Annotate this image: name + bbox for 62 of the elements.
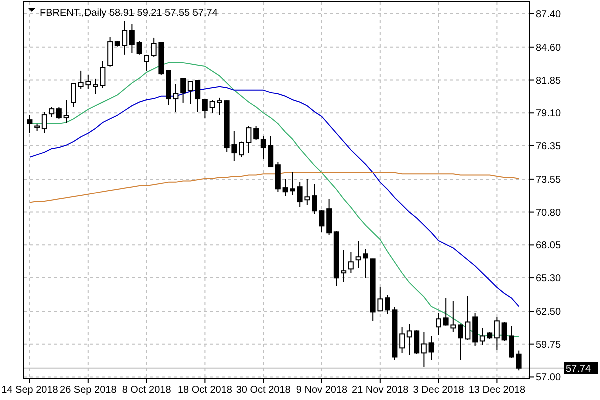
y-tick-label: 68.05 [536,240,562,252]
candlestick [108,36,113,68]
candlestick [144,54,150,72]
candlestick [509,326,514,359]
candlestick [56,106,62,120]
y-tick-label: 62.50 [536,306,562,318]
y-tick-label: 59.75 [536,340,562,351]
candlestick [173,83,179,113]
candlestick [458,324,464,361]
y-tick-label: 70.80 [536,208,562,219]
x-tick-label: 21 Nov 2018 [352,385,410,396]
candlestick [64,99,70,124]
candlestick [422,332,427,368]
candlestick [239,141,244,158]
y-tick-label: 81.85 [536,76,562,87]
x-tick-label: 18 Oct 2018 [178,385,233,396]
candlestick [202,98,208,119]
y-tick-label: 87.40 [536,9,562,20]
candlestick [400,326,405,354]
candlestick [217,97,222,116]
y-tick-label: 73.55 [536,174,562,186]
text: FBRENT.,Daily 58.91 59.21 57.55 57.74 [40,8,218,19]
candlestick [465,296,471,341]
candlestick [254,126,259,141]
candlestick [42,112,48,134]
candlestick [436,312,442,336]
y-tick-label: 76.35 [536,141,562,152]
line-series [30,172,520,204]
candlestick [363,248,368,279]
candlestick [136,40,142,56]
candlestick [385,294,390,315]
candlestick [319,210,325,233]
candlestick [71,82,76,108]
x-tick-label: 14 Sep 2018 [2,385,59,396]
candlestick [516,350,522,372]
candlestick [130,23,135,54]
candlestick [282,178,288,197]
y-tick-label: 79.10 [536,108,562,120]
candlestick [100,60,106,89]
y-tick-label: 84.60 [536,42,562,54]
x-tick-label: 8 Oct 2018 [122,385,172,396]
candlestick [502,322,508,342]
candlestick [27,114,33,134]
candlestick [356,240,362,269]
y-tick-label: 65.30 [536,274,562,285]
candlestick [49,106,55,118]
x-tick-label: 9 Nov 2018 [296,385,348,396]
x-tick-label: 26 Sep 2018 [60,385,118,396]
candlestick [312,184,318,215]
candlestick [494,316,500,351]
x-tick-label: 13 Dec 2018 [468,385,526,396]
candlestick [246,126,252,154]
x-tick-label: 30 Oct 2018 [236,385,292,396]
candlestick [290,172,296,196]
candlestick [210,99,216,114]
candlestick [180,78,186,104]
x-tick-label: 3 Dec 2018 [413,385,465,396]
candlestick [348,252,354,274]
ref-line-label: 57.74 [566,364,592,375]
y-tick-label: 57.00 [536,372,562,384]
candlestick [93,78,98,95]
candlestick [428,336,434,361]
